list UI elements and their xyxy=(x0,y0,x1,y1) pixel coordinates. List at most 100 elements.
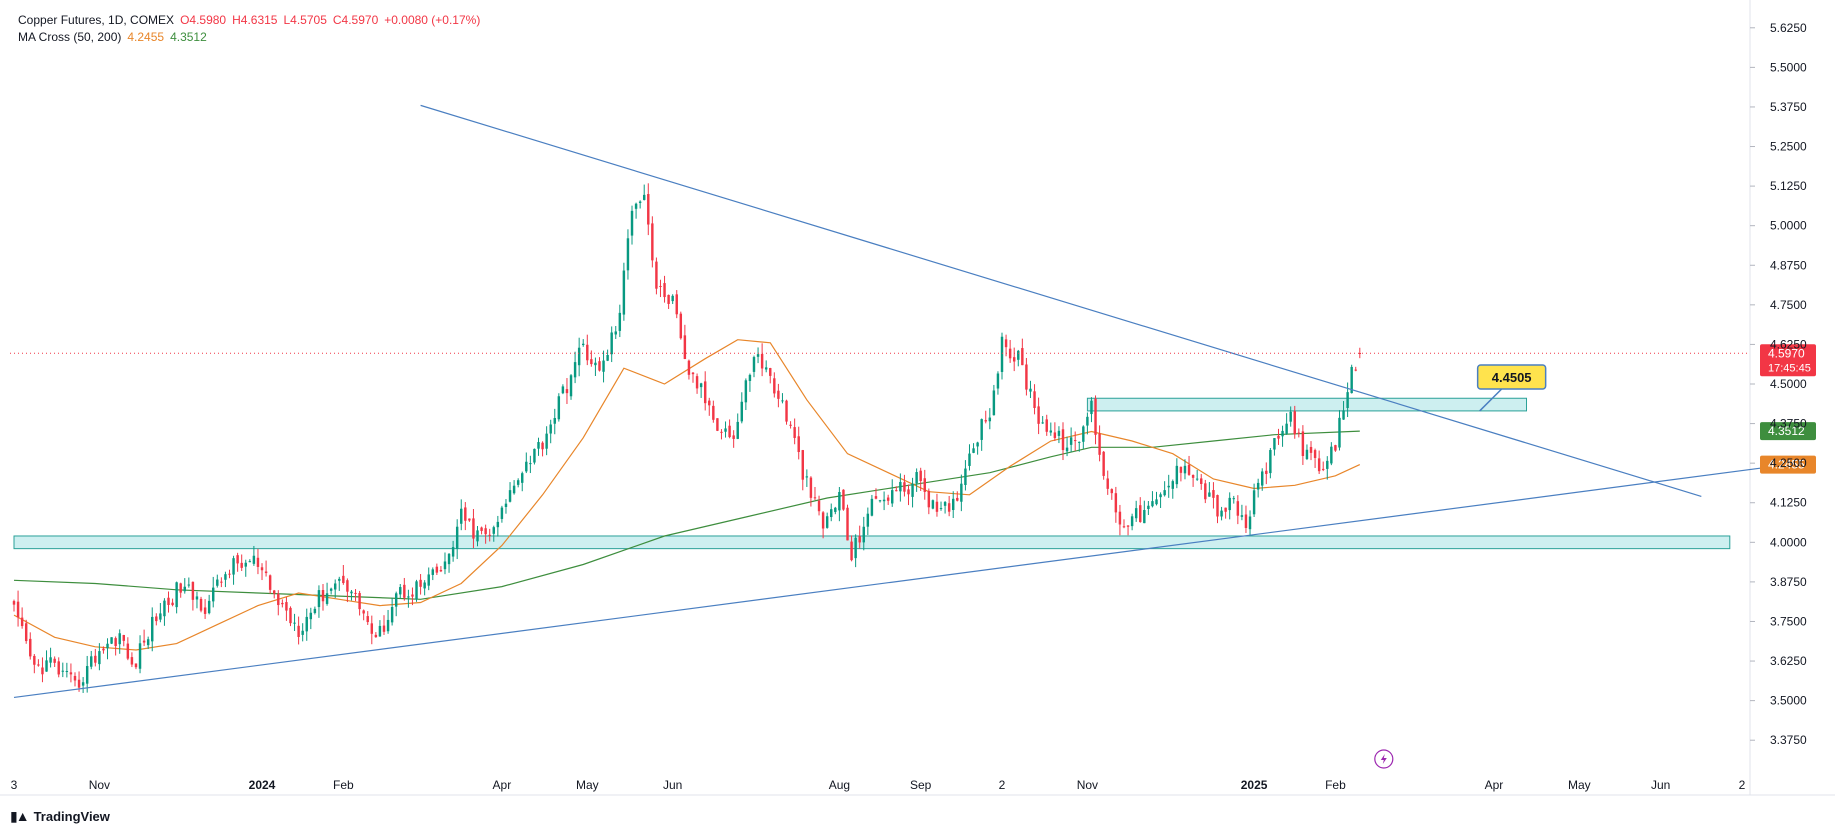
candle-body xyxy=(49,657,52,663)
candle-body xyxy=(1232,498,1235,500)
candle-body xyxy=(1021,348,1024,366)
candle-body xyxy=(760,353,764,369)
candle-body xyxy=(1244,514,1248,528)
candle-body xyxy=(207,600,211,614)
candle-body xyxy=(159,613,162,620)
candle-body xyxy=(1147,505,1150,509)
time-tick-label: Aug xyxy=(829,778,850,792)
candle-body xyxy=(1269,450,1272,474)
candle-body xyxy=(41,667,44,675)
candle-body xyxy=(281,602,284,605)
candle-body xyxy=(102,648,105,651)
candle-body xyxy=(480,527,483,531)
zones-layer xyxy=(13,397,1731,550)
chart-legend: Copper Futures, 1D, COMEX O4.5980 H4.631… xyxy=(18,12,480,46)
ma-price-badge xyxy=(1760,455,1816,474)
candle-body xyxy=(533,448,536,463)
time-tick-label: Jun xyxy=(663,778,682,792)
callout-pointer xyxy=(1479,386,1505,412)
candle-body xyxy=(134,663,138,668)
candle-body xyxy=(630,210,634,236)
candle-body xyxy=(366,616,369,623)
candle-body xyxy=(216,579,219,586)
tradingview-logo[interactable]: ▮▲ TradingView xyxy=(10,808,110,825)
candle-body xyxy=(492,527,495,534)
candle-body xyxy=(98,651,101,665)
candle-body xyxy=(81,682,85,686)
candle-body xyxy=(1208,492,1211,497)
candle-body xyxy=(667,294,670,304)
candle-body xyxy=(240,562,243,568)
candle-body xyxy=(582,343,585,346)
candle-body xyxy=(350,591,353,594)
candle-body xyxy=(740,401,744,422)
candle-body xyxy=(675,294,678,315)
candle-body xyxy=(634,203,638,209)
candle-body xyxy=(805,476,809,478)
candle-body xyxy=(1065,447,1069,452)
candle-body xyxy=(431,569,435,575)
candle-body xyxy=(553,417,556,424)
candle-body xyxy=(789,424,792,426)
candle-body xyxy=(964,468,967,486)
candle-body xyxy=(773,378,776,394)
candle-body xyxy=(228,573,231,575)
price-axis: 3.3750 3.5000 3.6250 3.7500 3.8750 4.0000 4.12… xyxy=(1750,21,1807,747)
candle-body xyxy=(220,581,223,583)
candle-body xyxy=(1143,510,1146,524)
candle-body xyxy=(1102,451,1105,476)
candle-body xyxy=(891,490,894,504)
candle-body xyxy=(956,497,959,501)
candle-body xyxy=(386,619,390,632)
candle-body xyxy=(248,561,252,563)
candle-body xyxy=(305,616,308,632)
tradingview-logo-icon: ▮▲ xyxy=(10,808,30,824)
candle-body xyxy=(577,347,581,366)
candle-body xyxy=(106,643,109,649)
candle-body xyxy=(703,381,707,404)
ma-price-badge-label: 4.2455 xyxy=(1768,458,1805,472)
candle-body xyxy=(1159,494,1162,498)
candle-body xyxy=(1041,422,1044,424)
candle-body xyxy=(195,596,199,600)
candle-body xyxy=(301,630,304,635)
candle-body xyxy=(203,607,207,614)
candle-body xyxy=(1094,398,1097,435)
candle-body xyxy=(1285,423,1288,434)
candle-body xyxy=(947,503,951,512)
candle-body xyxy=(1252,490,1256,515)
candle-body xyxy=(919,470,922,482)
candle-body xyxy=(984,420,987,422)
candle-body xyxy=(988,417,992,422)
time-tick-label: 2 xyxy=(1739,778,1746,792)
candle-body xyxy=(187,584,191,586)
candle-body xyxy=(317,590,321,608)
candle-body xyxy=(1236,501,1240,516)
candle-body xyxy=(1106,478,1109,489)
candle-body xyxy=(878,500,882,502)
candle-body xyxy=(313,608,317,613)
last-price-label: 4.5970 xyxy=(1768,346,1805,360)
candle-body xyxy=(447,553,451,565)
candle-body xyxy=(1277,435,1280,439)
candle-body xyxy=(1118,511,1122,525)
legend-symbol-row[interactable]: Copper Futures, 1D, COMEX O4.5980 H4.631… xyxy=(18,12,480,29)
candle-body xyxy=(1045,419,1048,432)
legend-indicator-row[interactable]: MA Cross (50, 200) 4.2455 4.3512 xyxy=(18,29,480,46)
candle-body xyxy=(484,528,487,535)
candle-body xyxy=(586,344,589,361)
candle-body xyxy=(268,575,272,590)
candle-body xyxy=(728,425,731,438)
candle-body xyxy=(695,376,699,389)
candle-body xyxy=(1261,471,1264,486)
candle-body xyxy=(886,497,890,501)
lower-trendline xyxy=(13,465,1775,699)
candle-body xyxy=(358,593,361,610)
candle-body xyxy=(394,593,398,607)
candle-body xyxy=(12,601,16,605)
candle-body xyxy=(435,566,439,573)
candle-body xyxy=(1297,432,1301,434)
candle-body xyxy=(37,664,40,666)
